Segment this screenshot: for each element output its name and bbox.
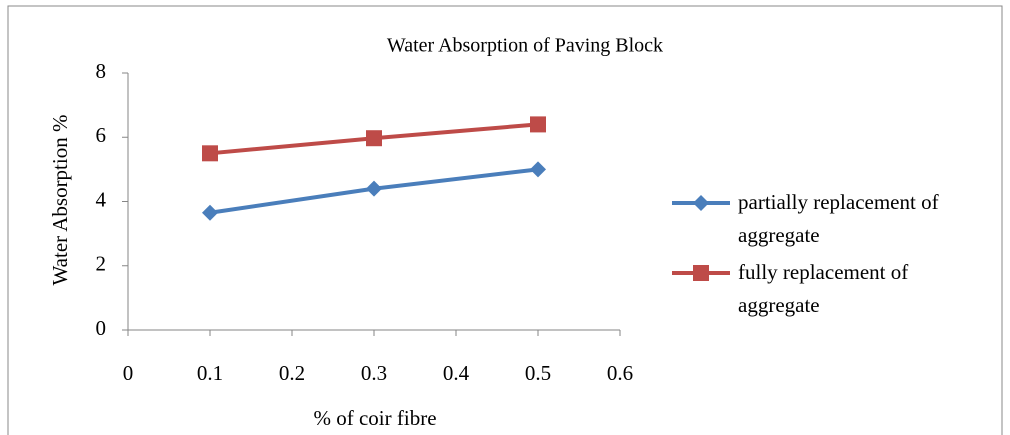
x-tick-label: 0.3	[361, 361, 387, 385]
x-tick-label: 0	[123, 361, 134, 385]
y-axis-label: Water Absorption %	[48, 115, 72, 286]
marker	[530, 116, 546, 133]
y-tick-label: 0	[96, 316, 107, 340]
chart-border	[7, 5, 1003, 435]
y-tick-label: 8	[96, 59, 107, 83]
x-tick-label: 0.1	[197, 361, 223, 385]
marker	[366, 130, 382, 147]
marker	[202, 145, 218, 162]
x-tick-label: 0.6	[607, 361, 633, 385]
x-tick-label: 0.2	[279, 361, 305, 385]
x-axis-label: % of coir fibre	[313, 406, 436, 430]
chart-title: Water Absorption of Paving Block	[387, 35, 663, 57]
marker	[366, 180, 382, 197]
marker	[693, 265, 709, 281]
marker	[530, 161, 546, 178]
y-tick-label: 4	[96, 187, 107, 211]
x-tick-label: 0.5	[525, 361, 551, 385]
y-tick-label: 2	[96, 252, 107, 276]
y-tick-label: 6	[96, 123, 107, 147]
legend-label: partially replacement of aggregate	[738, 190, 939, 247]
marker	[202, 204, 218, 221]
marker	[693, 195, 709, 211]
legend-label: fully replacement of aggregate	[738, 260, 909, 317]
x-tick-label: 0.4	[443, 361, 470, 385]
